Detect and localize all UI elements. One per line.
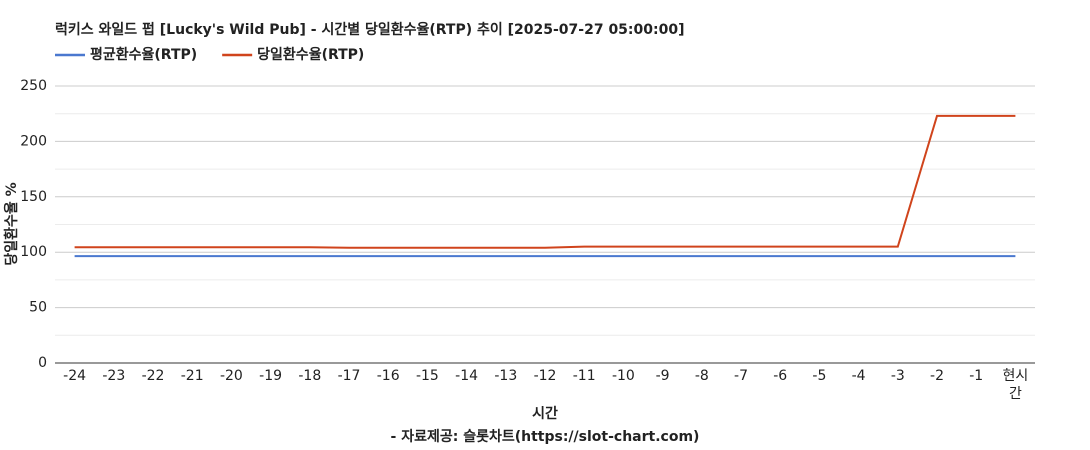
x-tick-label: -6 (773, 368, 788, 384)
y-tick-label: 50 (29, 300, 47, 316)
x-tick-label-box: -18 (298, 368, 322, 384)
x-tick-label: 현시간 (1002, 368, 1029, 402)
x-tick-label: -13 (494, 368, 518, 384)
x-tick-label: -1 (969, 368, 984, 384)
x-tick-label-box: -19 (259, 368, 283, 384)
x-tick-label: -7 (734, 368, 748, 384)
x-tick-label-box: -4 (851, 368, 866, 384)
x-tick-label-box: -16 (376, 368, 400, 384)
x-tick-label-box: -6 (773, 368, 788, 384)
legend-label: 당일환수율(RTP) (257, 46, 364, 63)
y-tick-label: 150 (20, 189, 47, 205)
x-tick-label-box: -10 (611, 368, 635, 384)
x-tick-label: -4 (851, 368, 866, 384)
x-tick-label-box: -1 (969, 368, 984, 384)
x-tick-label-box: -20 (219, 368, 243, 384)
y-axis-title: 당일환수율 % (3, 182, 20, 265)
chart-title: 럭키스 와일드 펍 [Lucky's Wild Pub] - 시간별 당일환수율… (55, 21, 685, 38)
x-tick-label-box: -3 (890, 368, 905, 384)
x-tick-label-box: -12 (533, 368, 557, 384)
x-tick-label: -24 (63, 368, 87, 384)
x-tick-label-box: -11 (572, 368, 596, 384)
x-tick-label-box: 현시간 (1002, 368, 1029, 402)
x-tick-label: -15 (415, 368, 439, 384)
x-tick-label: -9 (655, 368, 670, 384)
x-tick-label: -11 (572, 368, 596, 384)
x-tick-label: -3 (890, 368, 905, 384)
x-tick-label: -23 (102, 368, 126, 384)
x-tick-label-box: -13 (494, 368, 518, 384)
x-tick-label-box: -9 (655, 368, 670, 384)
x-tick-label: -12 (533, 368, 557, 384)
x-tick-label: -20 (219, 368, 243, 384)
x-tick-label-box: -21 (180, 368, 204, 384)
x-tick-label: -10 (611, 368, 635, 384)
x-tick-label: -21 (180, 368, 204, 384)
source-note: - 자료제공: 슬롯차트(https://slot-chart.com) (391, 429, 700, 445)
data-line (74, 114, 1016, 249)
x-tick-label: -19 (259, 368, 283, 384)
x-tick-label: -8 (694, 368, 709, 384)
x-tick-label: -2 (930, 368, 944, 384)
x-tick-label: -22 (141, 368, 165, 384)
x-axis-title: 시간 (532, 405, 558, 422)
legend-label: 평균환수율(RTP) (90, 46, 197, 63)
y-tick-label: 200 (20, 133, 47, 149)
y-tick-label: 250 (20, 78, 47, 94)
x-tick-label: -16 (376, 368, 400, 384)
x-tick-label-box: -23 (102, 368, 126, 384)
x-tick-label-box: -2 (930, 368, 944, 384)
x-tick-label: -5 (812, 368, 827, 384)
x-tick-label-box: -15 (415, 368, 439, 384)
x-tick-label-box: -24 (63, 368, 87, 384)
x-tick-label-box: -14 (455, 368, 479, 384)
x-tick-label-box: -17 (337, 368, 361, 384)
y-tick-label: 0 (38, 355, 47, 371)
x-tick-label: -14 (455, 368, 479, 384)
x-tick-label-box: -5 (812, 368, 827, 384)
x-tick-label: -17 (337, 368, 361, 384)
x-tick-label: -18 (298, 368, 322, 384)
x-tick-label-box: -8 (694, 368, 709, 384)
x-tick-label-box: -22 (141, 368, 165, 384)
x-tick-label-box: -7 (734, 368, 748, 384)
y-tick-label: 100 (20, 244, 47, 260)
